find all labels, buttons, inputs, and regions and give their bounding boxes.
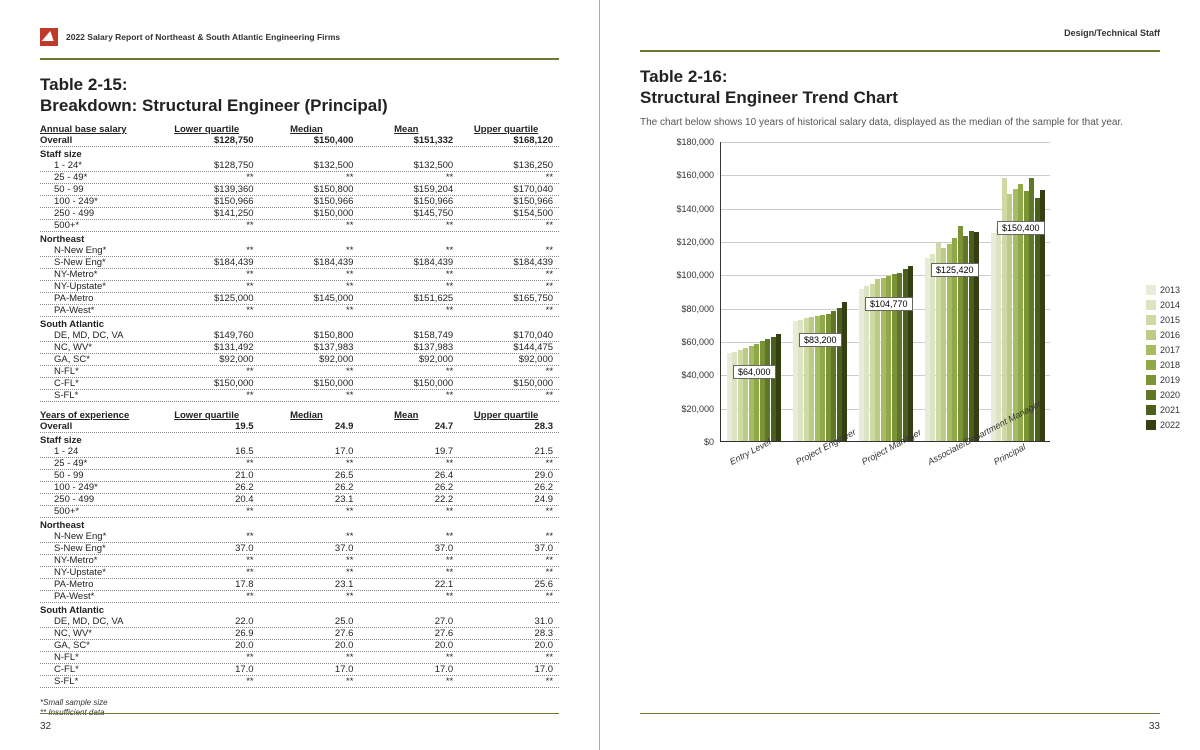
chart-description: The chart below shows 10 years of histor… [640,116,1160,130]
page-spread: 2022 Salary Report of Northeast & South … [0,0,1200,750]
chart-legend: 2013201420152016201720182019202020212022 [1146,282,1180,432]
bottom-rule-right [640,713,1160,715]
years-table: Years of experienceLower quartileMedianM… [40,410,559,688]
legend-item: 2022 [1146,417,1180,432]
bar [958,226,963,441]
bar [996,228,1001,441]
bar [925,258,930,441]
bottom-rule [40,713,559,715]
legend-item: 2015 [1146,312,1180,327]
footnote: *Small sample size** Insufficient data [40,698,559,719]
page-number-left: 32 [40,721,51,732]
bar [743,348,748,441]
value-callout: $83,200 [799,333,842,347]
bar [908,266,913,441]
bar [837,308,842,441]
bar [842,302,847,441]
bar [991,233,996,441]
value-callout: $150,400 [997,221,1045,235]
value-callout: $125,420 [931,263,979,277]
bar [859,289,864,441]
table-2-16-title: Table 2-16:Structural Engineer Trend Cha… [640,66,1160,109]
legend-item: 2013 [1146,282,1180,297]
bar [754,344,759,442]
legend-item: 2018 [1146,357,1180,372]
page-number-right: 33 [1149,721,1160,732]
trend-chart: $0$20,000$40,000$60,000$80,000$100,000$1… [660,142,1120,562]
table-2-15-title: Table 2-15:Breakdown: Structural Enginee… [40,74,559,117]
bar [776,334,781,441]
legend-item: 2019 [1146,372,1180,387]
header-left: 2022 Salary Report of Northeast & South … [40,28,559,46]
chart-plot-area [720,142,1050,442]
bar [760,341,765,441]
bar [738,350,743,441]
report-title: 2022 Salary Report of Northeast & South … [66,32,340,42]
legend-item: 2020 [1146,387,1180,402]
value-callout: $64,000 [733,365,776,379]
header-right: Design/Technical Staff [640,28,1160,38]
bar [749,346,754,441]
salary-table: Annual base salaryLower quartileMedianMe… [40,124,559,402]
bar [765,339,770,441]
value-callout: $104,770 [865,297,913,311]
bar [903,269,908,441]
top-rule-right [640,50,1160,52]
top-rule [40,58,559,60]
legend-item: 2021 [1146,402,1180,417]
bar [727,353,732,441]
right-page: Design/Technical Staff Table 2-16:Struct… [600,0,1200,750]
bar [831,311,836,441]
left-page: 2022 Salary Report of Northeast & South … [0,0,600,750]
legend-item: 2016 [1146,327,1180,342]
legend-item: 2014 [1146,297,1180,312]
bar [1002,178,1007,441]
legend-item: 2017 [1146,342,1180,357]
bar [771,337,776,441]
bar [930,254,935,441]
logo-icon [40,28,58,46]
